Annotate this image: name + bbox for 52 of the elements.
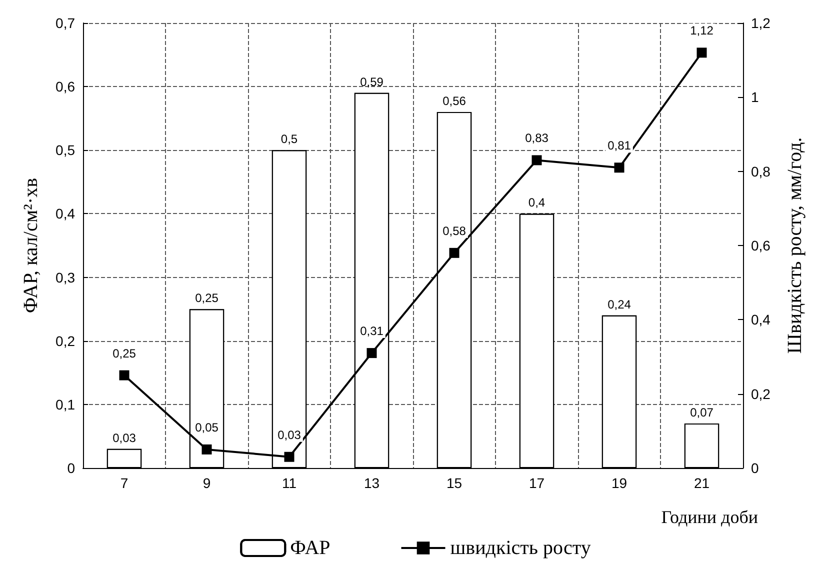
x-tick-label: 9 bbox=[202, 475, 211, 491]
y2-tick-label: 1 bbox=[751, 89, 759, 106]
y2-tick-label: 0,8 bbox=[751, 163, 771, 180]
data-label: 0,83 bbox=[525, 131, 549, 146]
data-label: 0,07 bbox=[690, 406, 714, 420]
data-label: 0,4 bbox=[528, 196, 546, 210]
y2-tick-label: 0,4 bbox=[751, 312, 771, 328]
y2-axis-title: Швидкість росту, мм/год. bbox=[784, 137, 806, 354]
x-tick-label: 21 bbox=[694, 475, 710, 491]
y-tick-label: 0,2 bbox=[56, 332, 76, 349]
data-label: 0,05 bbox=[195, 420, 219, 434]
data-label: 0,24 bbox=[608, 297, 632, 312]
y2-tick-label: 0,6 bbox=[751, 238, 771, 254]
point bbox=[119, 370, 130, 380]
legend-label: швидкість росту bbox=[450, 537, 591, 559]
point bbox=[532, 155, 542, 166]
point bbox=[614, 162, 624, 173]
point bbox=[202, 444, 212, 454]
y-tick-label: 0 bbox=[67, 460, 76, 476]
y-tick-label: 0,1 bbox=[56, 396, 76, 412]
point bbox=[366, 348, 377, 358]
y-tick-label: 0,5 bbox=[56, 142, 76, 158]
y2-tick-label: 0,2 bbox=[751, 386, 771, 402]
data-label: 0,81 bbox=[608, 138, 632, 153]
data-label: 0,59 bbox=[360, 74, 384, 89]
point bbox=[284, 452, 294, 462]
data-label: 0,58 bbox=[442, 224, 466, 238]
x-tick-label: 7 bbox=[120, 475, 128, 491]
x-axis-title: Години доби bbox=[661, 507, 758, 527]
y-tick-label: 0,7 bbox=[56, 15, 76, 31]
data-label: 0,03 bbox=[278, 428, 302, 442]
data-label: 0,25 bbox=[112, 346, 136, 360]
x-tick-label: 11 bbox=[282, 475, 297, 491]
data-label: 1,12 bbox=[690, 24, 714, 38]
data-label: 0,31 bbox=[360, 324, 384, 338]
point bbox=[696, 48, 707, 58]
data-label: 0,25 bbox=[195, 291, 219, 306]
x-tick-label: 19 bbox=[611, 475, 628, 491]
y-tick-label: 0,4 bbox=[56, 206, 76, 222]
legend-label: ФАР bbox=[290, 537, 330, 559]
y-tick-label: 0,6 bbox=[56, 78, 76, 95]
x-tick-label: 15 bbox=[446, 475, 462, 491]
y2-tick-label: 1,2 bbox=[751, 15, 771, 31]
data-label: 0,56 bbox=[442, 94, 466, 108]
point bbox=[449, 248, 460, 258]
y-tick-label: 0,3 bbox=[56, 269, 76, 286]
x-tick-label: 13 bbox=[364, 475, 380, 491]
y-axis-title: ФАР, кал/см²·хв bbox=[20, 178, 42, 314]
data-label: 0,5 bbox=[280, 132, 298, 146]
y2-tick-label: 0 bbox=[751, 460, 759, 476]
x-tick-label: 17 bbox=[528, 475, 545, 491]
data-label: 0,03 bbox=[112, 430, 136, 445]
